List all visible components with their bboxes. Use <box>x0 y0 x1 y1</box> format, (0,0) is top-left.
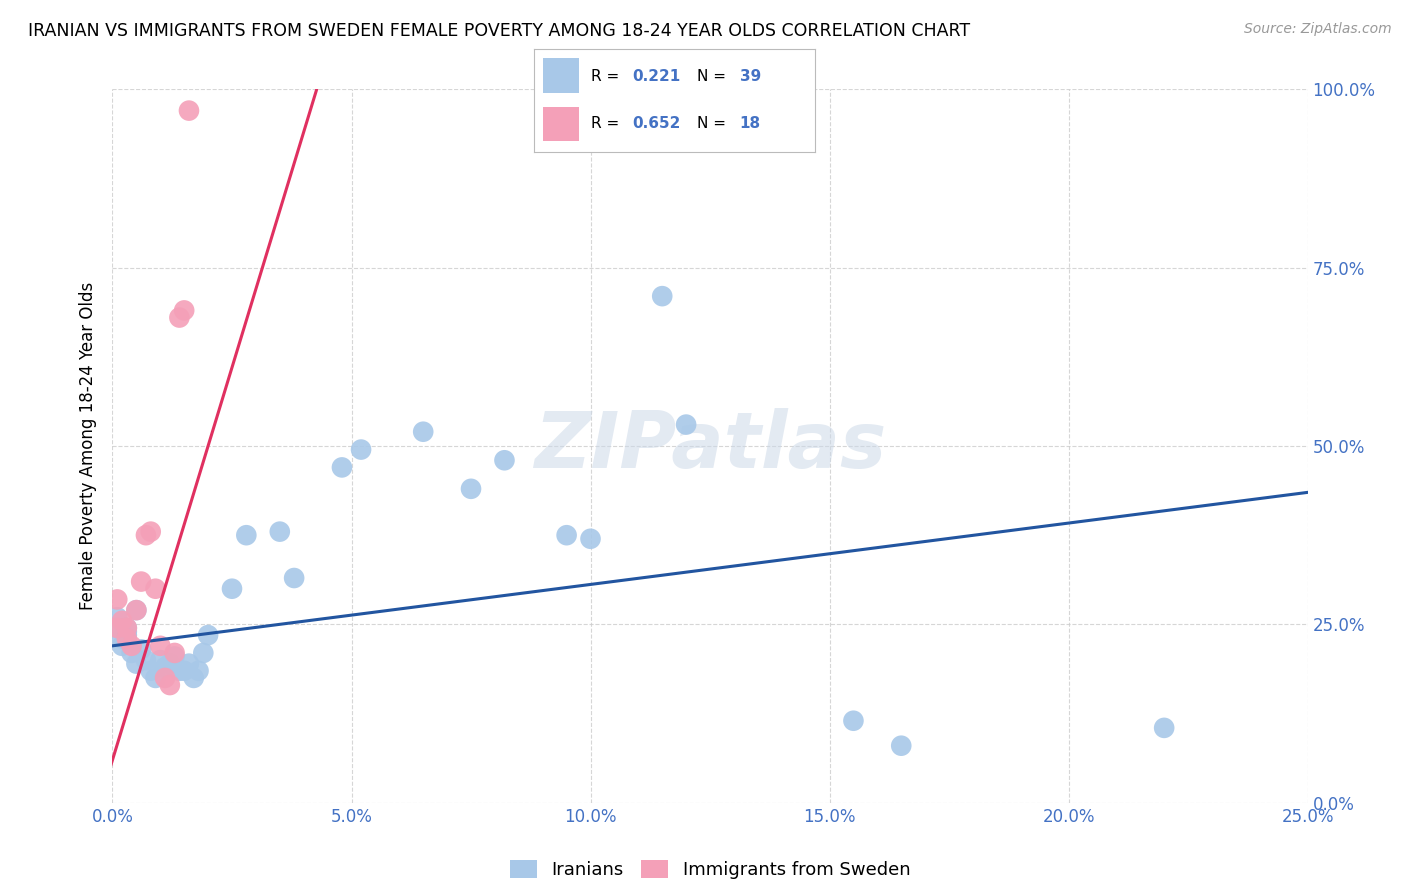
Point <box>135 528 157 542</box>
Text: ZIPatlas: ZIPatlas <box>534 408 886 484</box>
Point <box>139 664 162 678</box>
Point <box>269 524 291 539</box>
Point <box>494 453 516 467</box>
Point <box>1153 721 1175 735</box>
Text: R =: R = <box>591 69 624 84</box>
Text: N =: N = <box>697 116 731 131</box>
Bar <box>543 58 579 93</box>
Point <box>283 571 305 585</box>
Point <box>111 639 134 653</box>
Point <box>139 524 162 539</box>
Point <box>153 660 176 674</box>
Point <box>221 582 243 596</box>
Point <box>125 603 148 617</box>
Point <box>330 460 353 475</box>
Point <box>149 639 172 653</box>
Point <box>153 671 176 685</box>
Point <box>183 671 205 685</box>
Point <box>177 657 200 671</box>
Point <box>115 632 138 646</box>
Text: 0.652: 0.652 <box>633 116 681 131</box>
Point <box>145 671 167 685</box>
Point <box>675 417 697 432</box>
Point <box>555 528 578 542</box>
Point <box>193 646 215 660</box>
Point <box>115 621 138 635</box>
Point <box>651 289 673 303</box>
Point <box>125 657 148 671</box>
Point <box>121 646 143 660</box>
Text: N =: N = <box>697 69 731 84</box>
Point <box>163 649 186 664</box>
Bar <box>543 106 579 141</box>
Point <box>129 574 152 589</box>
Point <box>115 628 138 642</box>
Point <box>177 103 200 118</box>
Text: 0.221: 0.221 <box>633 69 681 84</box>
Point <box>105 610 128 624</box>
Point <box>412 425 434 439</box>
Point <box>115 621 138 635</box>
Point <box>350 442 373 457</box>
Point <box>169 310 191 325</box>
Point <box>159 678 181 692</box>
Point <box>145 582 167 596</box>
Point <box>121 639 143 653</box>
Text: Source: ZipAtlas.com: Source: ZipAtlas.com <box>1244 22 1392 37</box>
Point <box>579 532 602 546</box>
Point <box>111 614 134 628</box>
Point <box>105 621 128 635</box>
Legend: Iranians, Immigrants from Sweden: Iranians, Immigrants from Sweden <box>502 853 918 887</box>
Point <box>173 303 195 318</box>
Point <box>187 664 209 678</box>
Point <box>235 528 257 542</box>
Point <box>135 653 157 667</box>
Text: 39: 39 <box>740 69 761 84</box>
Point <box>159 657 181 671</box>
Point <box>105 621 128 635</box>
Y-axis label: Female Poverty Among 18-24 Year Olds: Female Poverty Among 18-24 Year Olds <box>79 282 97 610</box>
Point <box>197 628 219 642</box>
Point <box>842 714 865 728</box>
Point <box>460 482 482 496</box>
Point <box>115 624 138 639</box>
Point <box>111 632 134 646</box>
Point <box>129 642 152 657</box>
Text: R =: R = <box>591 116 624 131</box>
Text: IRANIAN VS IMMIGRANTS FROM SWEDEN FEMALE POVERTY AMONG 18-24 YEAR OLDS CORRELATI: IRANIAN VS IMMIGRANTS FROM SWEDEN FEMALE… <box>28 22 970 40</box>
Point <box>169 664 191 678</box>
Point <box>173 664 195 678</box>
Point <box>149 653 172 667</box>
Point <box>890 739 912 753</box>
Point <box>163 646 186 660</box>
Point <box>105 592 128 607</box>
Point <box>125 603 148 617</box>
Text: 18: 18 <box>740 116 761 131</box>
